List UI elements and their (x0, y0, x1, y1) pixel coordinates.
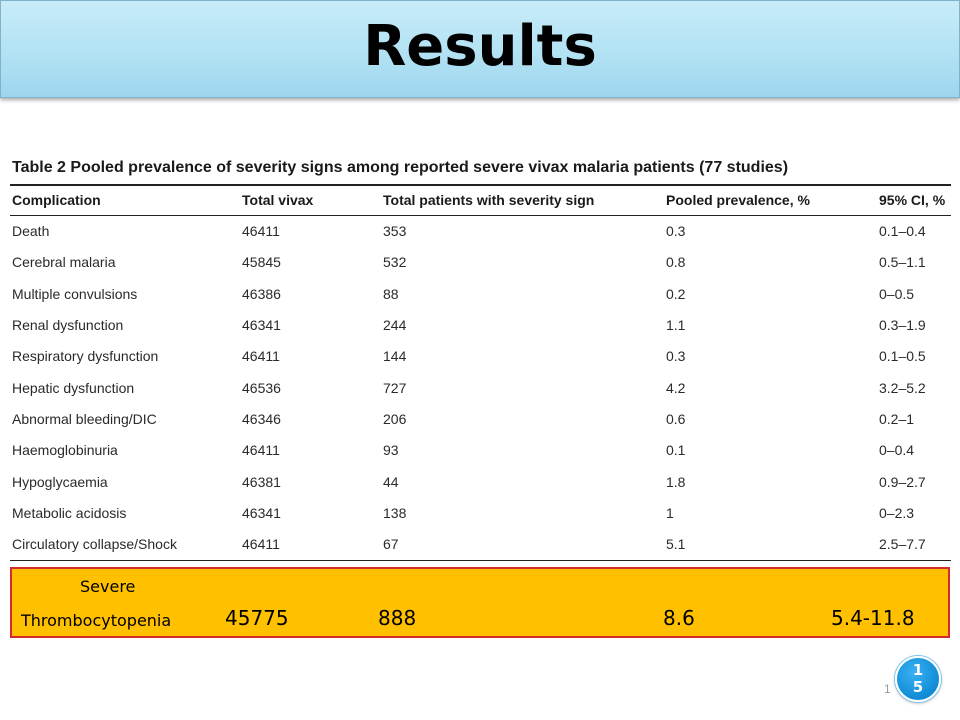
column-header-pooled-prevalence: Pooled prevalence, % (666, 192, 810, 208)
slide-number-badge: 1 5 (895, 656, 941, 702)
cell-total-vivax: 46341 (242, 505, 281, 521)
cell-pooled-prevalence: 0.8 (666, 254, 686, 270)
cell-pooled-prevalence: 1.1 (666, 317, 686, 333)
highlight-label-line1: Severe (80, 577, 136, 596)
column-header-ci: 95% CI, % (879, 192, 946, 208)
cell-total-patients: 144 (383, 348, 407, 364)
cell-total-vivax: 46411 (242, 223, 280, 239)
cell-complication: Renal dysfunction (12, 317, 124, 333)
faint-page-number: 1 (884, 682, 891, 696)
cell-ci: 0.9–2.7 (879, 474, 926, 490)
cell-pooled-prevalence: 0.1 (666, 442, 686, 458)
cell-ci: 0–0.4 (879, 442, 915, 458)
table-caption: Table 2 Pooled prevalence of severity si… (12, 159, 789, 176)
cell-total-patients: 727 (383, 380, 407, 396)
cell-total-vivax: 46411 (242, 442, 280, 458)
badge-digit-1: 1 (912, 661, 924, 679)
cell-pooled-prevalence: 0.6 (666, 411, 686, 427)
cell-ci: 0.3–1.9 (879, 317, 926, 333)
cell-total-vivax: 46411 (242, 536, 280, 552)
cell-total-vivax: 46346 (242, 411, 281, 427)
table-header-rule (10, 215, 951, 216)
highlight-total-patients: 888 (378, 606, 417, 630)
cell-ci: 0–0.5 (879, 286, 915, 302)
badge-digit-2: 5 (912, 678, 924, 696)
cell-total-vivax: 46341 (242, 317, 281, 333)
cell-total-patients: 88 (383, 286, 399, 302)
cell-complication: Haemoglobinuria (12, 442, 118, 458)
cell-total-vivax: 46386 (242, 286, 281, 302)
cell-complication: Abnormal bleeding/DIC (12, 411, 157, 427)
slide-title: Results (363, 14, 597, 79)
cell-total-vivax: 46381 (242, 474, 281, 490)
cell-complication: Multiple convulsions (12, 286, 138, 302)
cell-pooled-prevalence: 4.2 (666, 380, 686, 396)
cell-pooled-prevalence: 0.3 (666, 223, 686, 239)
cell-total-patients: 93 (383, 442, 399, 458)
highlight-pooled-prevalence: 8.6 (663, 606, 695, 630)
cell-ci: 0–2.3 (879, 505, 915, 521)
highlighted-row-box (10, 567, 950, 638)
cell-pooled-prevalence: 0.2 (666, 286, 686, 302)
cell-total-patients: 67 (383, 536, 399, 552)
column-header-complication: Complication (12, 192, 101, 208)
column-header-total-vivax: Total vivax (242, 192, 314, 208)
cell-total-patients: 138 (383, 505, 407, 521)
table-top-rule (10, 184, 951, 186)
cell-pooled-prevalence: 1 (666, 505, 674, 521)
cell-complication: Metabolic acidosis (12, 505, 127, 521)
cell-ci: 0.2–1 (879, 411, 915, 427)
cell-complication: Hypoglycaemia (12, 474, 108, 490)
cell-pooled-prevalence: 5.1 (666, 536, 686, 552)
cell-total-patients: 44 (383, 474, 399, 490)
cell-total-patients: 353 (383, 223, 407, 239)
cell-total-patients: 206 (383, 411, 407, 427)
cell-pooled-prevalence: 0.3 (666, 348, 686, 364)
table-bottom-rule (10, 560, 951, 561)
cell-complication: Cerebral malaria (12, 254, 116, 270)
cell-total-patients: 244 (383, 317, 407, 333)
cell-complication: Death (12, 223, 50, 239)
highlight-ci: 5.4-11.8 (831, 606, 915, 630)
cell-pooled-prevalence: 1.8 (666, 474, 686, 490)
cell-ci: 0.1–0.4 (879, 223, 926, 239)
cell-ci: 0.1–0.5 (879, 348, 926, 364)
highlight-total-vivax: 45775 (225, 606, 289, 630)
column-header-total-patients: Total patients with severity sign (383, 192, 595, 208)
title-banner: Results (0, 0, 960, 98)
cell-complication: Hepatic dysfunction (12, 380, 135, 396)
cell-ci: 3.2–5.2 (879, 380, 926, 396)
cell-complication: Circulatory collapse/Shock (12, 536, 177, 552)
cell-total-vivax: 46536 (242, 380, 281, 396)
cell-ci: 0.5–1.1 (879, 254, 926, 270)
cell-complication: Respiratory dysfunction (12, 348, 159, 364)
highlight-label-line2: Thrombocytopenia (21, 611, 172, 630)
cell-ci: 2.5–7.7 (879, 536, 926, 552)
cell-total-vivax: 46411 (242, 348, 280, 364)
cell-total-patients: 532 (383, 254, 407, 270)
cell-total-vivax: 45845 (242, 254, 281, 270)
